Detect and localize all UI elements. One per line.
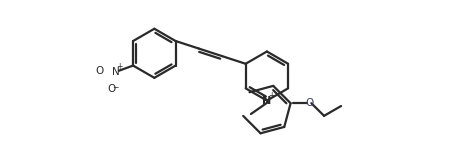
Text: +: + — [268, 91, 274, 100]
Text: O: O — [95, 66, 104, 76]
Text: N: N — [112, 67, 119, 77]
Text: O: O — [107, 84, 116, 94]
Text: N: N — [262, 96, 272, 106]
Text: +: + — [116, 63, 123, 71]
Text: −: − — [112, 83, 119, 92]
Text: O: O — [305, 98, 313, 108]
